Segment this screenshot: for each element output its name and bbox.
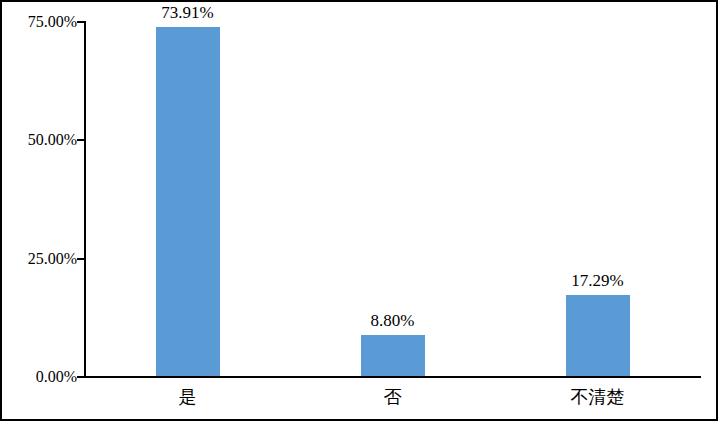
y-axis-tick-label: 0.00% [0, 367, 77, 387]
x-category-label: 不清楚 [528, 386, 668, 408]
bar-chart: 75.00% 50.00% 25.00% 0.00% 73.91% 是 8.80% 否 17.2… [0, 0, 722, 427]
bar [361, 335, 425, 377]
y-axis-line [84, 21, 86, 378]
x-axis-line [84, 376, 701, 378]
y-axis-tick-label: 25.00% [0, 249, 77, 269]
bar [156, 27, 220, 377]
y-axis-tick-label: 50.00% [0, 130, 77, 150]
y-axis-tick-label: 75.00% [0, 12, 77, 32]
bar-value-label: 17.29% [538, 271, 658, 291]
bar [566, 295, 630, 377]
bar-value-label: 73.91% [128, 3, 248, 23]
bar-value-label: 8.80% [333, 311, 453, 331]
x-category-label: 否 [323, 386, 463, 408]
x-category-label: 是 [118, 386, 258, 408]
